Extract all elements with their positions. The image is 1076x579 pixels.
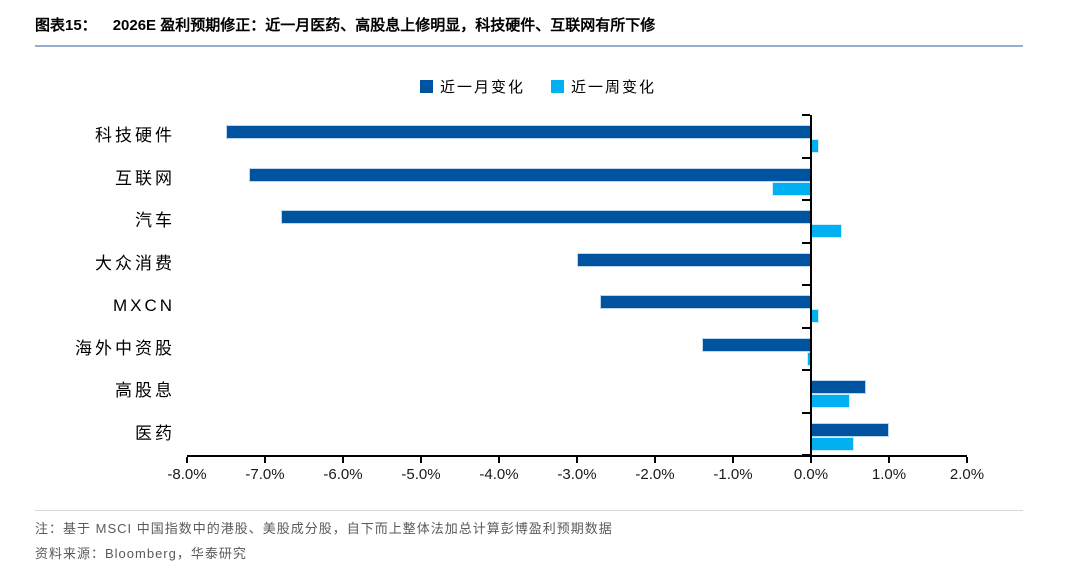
bar-近一周变化-MXCN xyxy=(811,309,819,323)
bar-近一周变化-互联网 xyxy=(772,181,811,196)
category-label: 互联网 xyxy=(115,168,175,188)
bar-近一月变化-海外中资股 xyxy=(701,337,811,352)
x-axis-tick-label: -1.0% xyxy=(713,466,753,483)
legend-label-month: 近一月变化 xyxy=(439,79,525,96)
category-axis-tick xyxy=(802,369,810,371)
x-axis-tick-label: 2.0% xyxy=(949,466,985,483)
bar-chart: 科技硬件互联网汽车大众消费 MXCN 海外中资股高股息医药 -8.0% -7.0% -6… xyxy=(0,114,1076,483)
category-axis-tick xyxy=(802,242,810,244)
x-axis-tick xyxy=(264,457,266,463)
bar-近一月变化-科技硬件 xyxy=(226,125,811,139)
bar-近一周变化-医药 xyxy=(811,436,854,451)
x-axis-tick xyxy=(966,457,968,463)
category-axis-tick xyxy=(802,157,810,159)
bar-近一周变化-科技硬件 xyxy=(811,139,819,153)
category-label: 医药 xyxy=(135,423,175,443)
x-axis-tick-label: -2.0% xyxy=(635,466,675,483)
x-axis-tick-label: 1.0% xyxy=(871,466,907,483)
category-axis-tick xyxy=(802,199,810,201)
x-axis-tick xyxy=(576,457,578,463)
bar-近一月变化-MXCN xyxy=(600,295,811,309)
plot-area: -8.0% -7.0% -6.0% -5.0% -4.0% -3.0% -2.0% -1.0%… xyxy=(167,114,984,483)
bar-近一月变化-高股息 xyxy=(811,380,866,394)
x-axis-tick-label: 0.0% xyxy=(793,466,829,483)
bar-近一周变化-汽车 xyxy=(811,224,843,238)
category-label: 大众消费 xyxy=(95,253,175,273)
x-axis-tick xyxy=(186,457,188,463)
figure-title-text: 2026E 盈利预期修正：近一月医药、高股息上修明显，科技硬件、互联网有所下修 xyxy=(112,17,656,34)
bar-近一月变化-汽车 xyxy=(280,210,811,224)
category-label: 高股息 xyxy=(115,381,175,400)
zero-axis-line xyxy=(810,115,812,456)
category-label: 科技硬件 xyxy=(95,126,175,145)
chart-source: 资料来源：Bloomberg，华泰研究 xyxy=(35,546,247,561)
category-label: 海外中资股 xyxy=(75,338,175,358)
legend-item-week: 近一周变化 xyxy=(551,76,656,97)
bar-近一月变化-大众消费 xyxy=(577,252,811,267)
figure-label: 图表15： xyxy=(35,17,97,34)
x-axis-tick-label: -7.0% xyxy=(245,466,285,483)
x-axis-tick xyxy=(498,457,500,463)
x-axis-tick-label: -6.0% xyxy=(323,466,363,483)
x-axis-tick xyxy=(810,457,812,463)
x-axis-tick xyxy=(654,457,656,463)
category-axis-tick xyxy=(802,327,810,329)
x-axis-line xyxy=(187,455,967,457)
category-axis-tick xyxy=(802,284,810,286)
category-label: 汽车 xyxy=(135,211,175,230)
figure-title: 图表15： 2026E 盈利预期修正：近一月医药、高股息上修明显，科技硬件、互联网… xyxy=(35,14,1025,35)
x-axis-tick-label: -3.0% xyxy=(557,466,597,483)
chart-legend: 近一月变化 近一周变化 xyxy=(0,76,1076,97)
bar-近一月变化-互联网 xyxy=(249,167,811,182)
x-axis-tick-label: -5.0% xyxy=(401,466,441,483)
bar-近一周变化-高股息 xyxy=(811,394,850,408)
category-label: MXCN xyxy=(112,296,175,315)
legend-swatch-week-icon xyxy=(551,80,564,93)
x-axis-tick xyxy=(342,457,344,463)
x-axis-tick xyxy=(732,457,734,463)
note-divider xyxy=(35,510,1023,511)
title-underline xyxy=(35,45,1023,47)
category-axis-tick xyxy=(802,114,810,116)
x-axis-tick-label: -4.0% xyxy=(479,466,519,483)
x-axis-tick xyxy=(888,457,890,463)
chart-note: 注：基于 MSCI 中国指数中的港股、美股成分股，自下而上整体法加总计算彭博盈利… xyxy=(35,521,613,536)
legend-item-month: 近一月变化 xyxy=(419,76,525,97)
x-axis-tick-label: -8.0% xyxy=(167,466,207,483)
legend-swatch-month-icon xyxy=(419,80,433,93)
bar-近一月变化-医药 xyxy=(811,422,889,437)
category-axis-tick xyxy=(802,412,810,414)
legend-label-week: 近一周变化 xyxy=(571,79,657,96)
x-axis-tick xyxy=(420,457,422,463)
